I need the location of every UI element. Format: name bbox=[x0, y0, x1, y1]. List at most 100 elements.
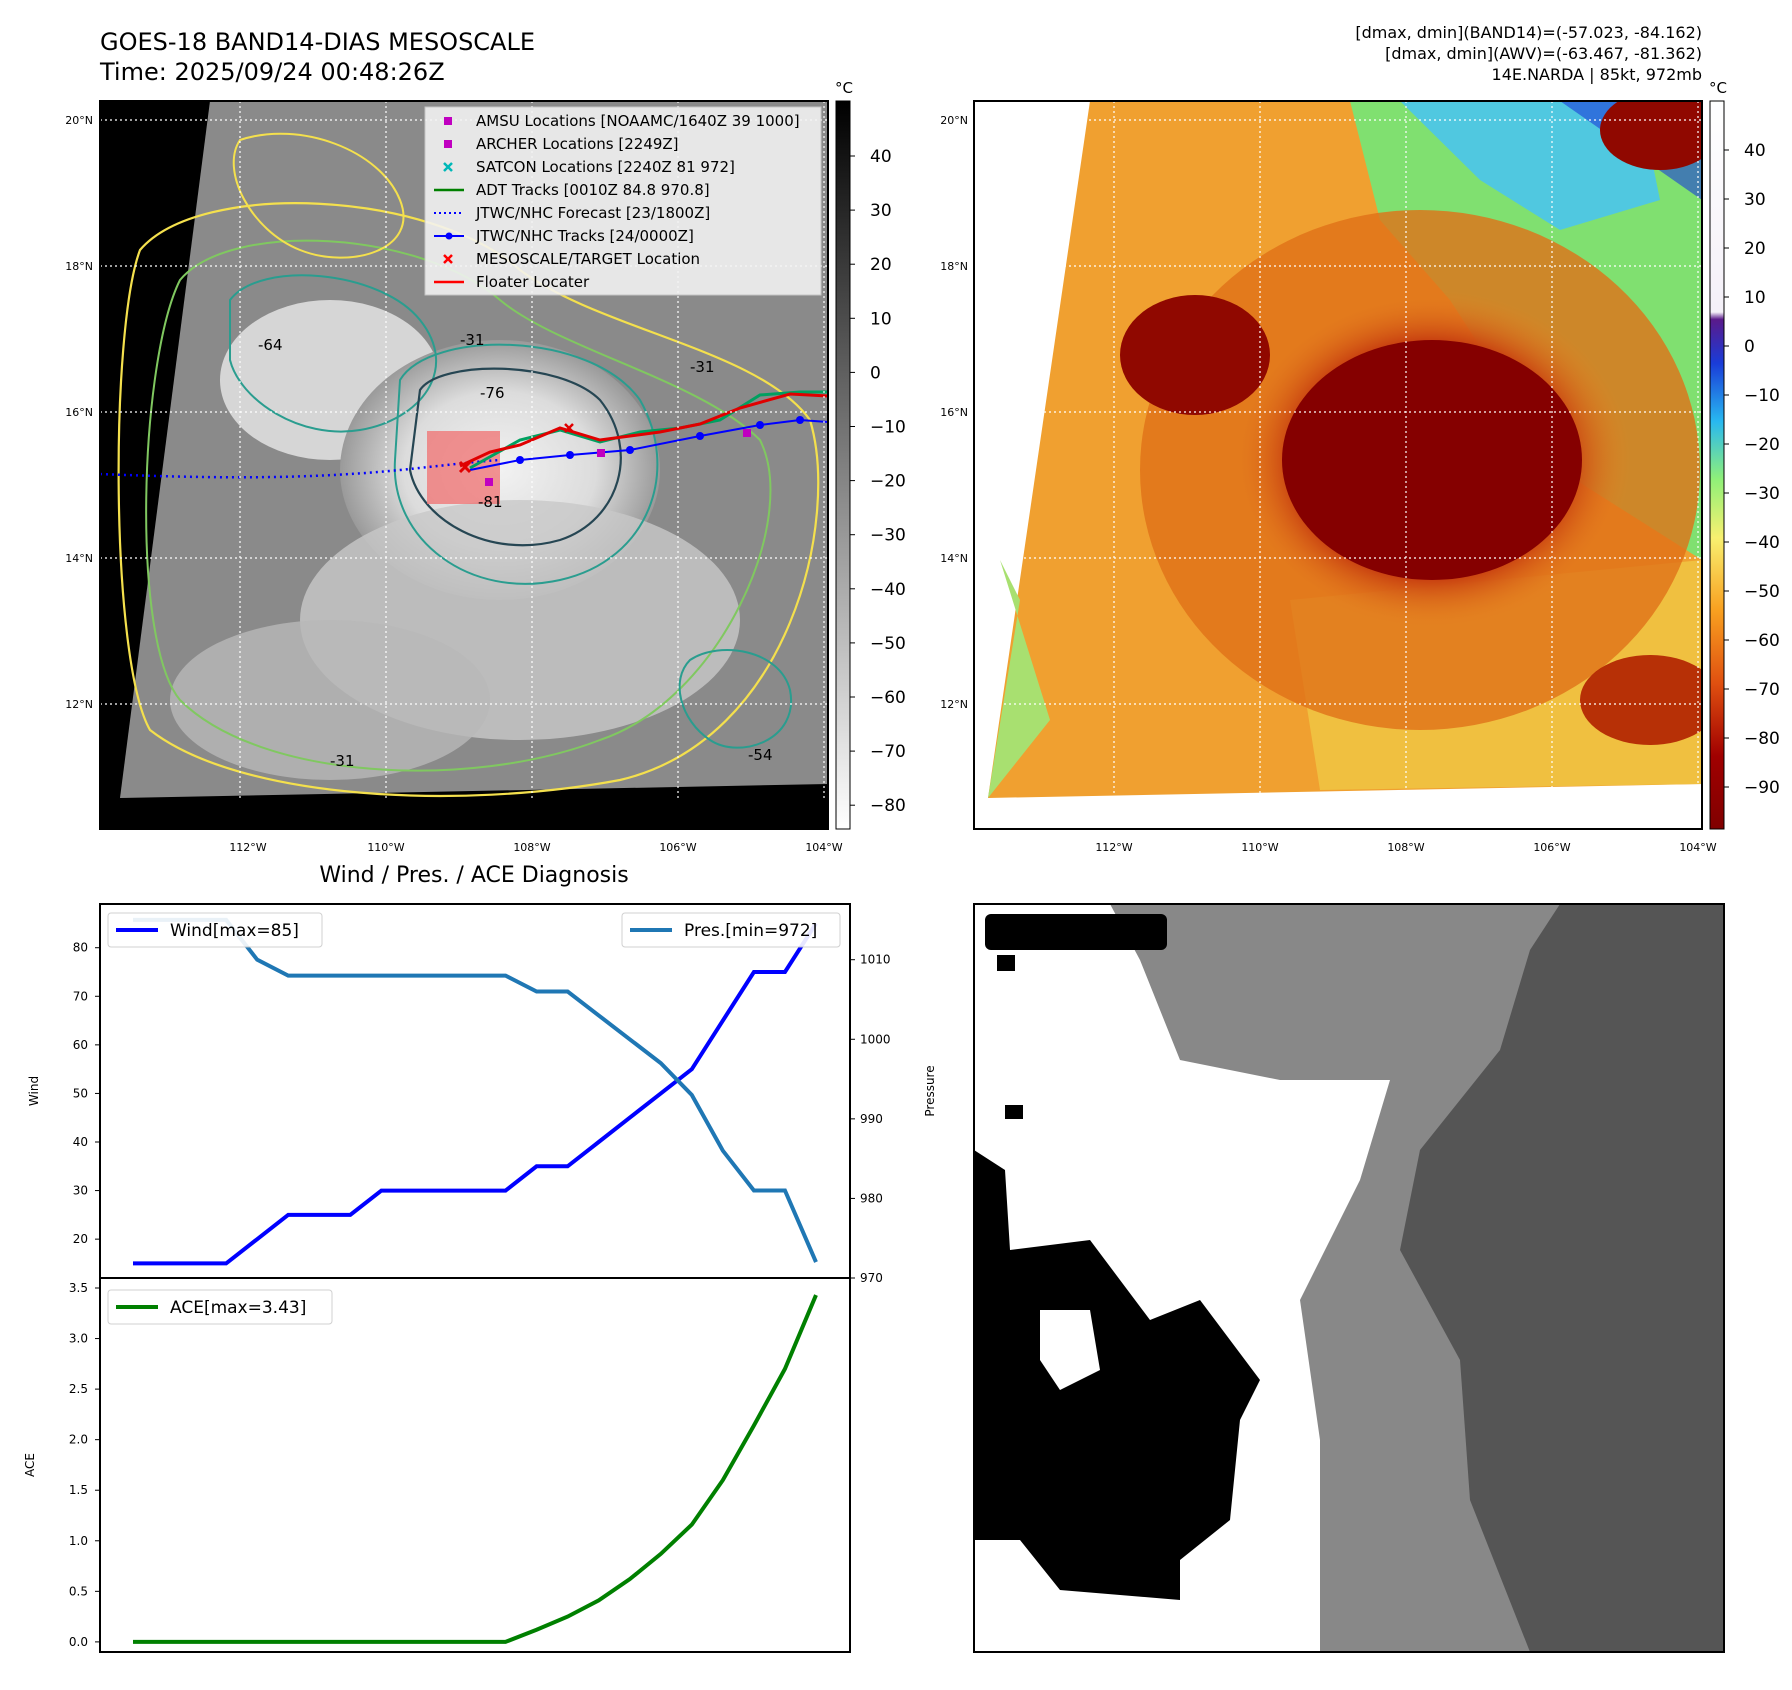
colorbar-tick-label: −60 bbox=[870, 688, 906, 708]
awv-colorbar-unit: °C bbox=[1709, 79, 1727, 97]
lat-tick-label: 18°N bbox=[65, 260, 93, 273]
pressure-tick-label: 1010 bbox=[860, 953, 891, 967]
lon-tick-label: 108°W bbox=[1387, 841, 1424, 854]
wind-tick-label: 80 bbox=[73, 941, 88, 955]
legend-marker bbox=[443, 162, 453, 172]
wind-tick-label: 50 bbox=[73, 1086, 88, 1100]
ace-series-line bbox=[133, 1294, 818, 1644]
ace-legend-box bbox=[107, 1289, 333, 1325]
pressure-legend-box bbox=[621, 912, 841, 948]
wind-tick-label: 40 bbox=[73, 1135, 88, 1149]
lon-tick-label: 112°W bbox=[229, 841, 266, 854]
lat-tick-label: 12°N bbox=[940, 698, 968, 711]
colorbar-tick-label: −80 bbox=[1744, 729, 1780, 749]
contour-label: -54 bbox=[748, 746, 773, 764]
copyright-text: Copyright © 2020-2025 Dapiya bbox=[103, 807, 382, 826]
legend-label: AMSU Locations [NOAAMC/1640Z 39 1000] bbox=[476, 112, 800, 130]
legend-marker bbox=[445, 232, 453, 240]
colorbar-tick-label: −40 bbox=[1744, 533, 1780, 553]
lon-tick-label: 110°W bbox=[367, 841, 404, 854]
ace-axis-label: ACE bbox=[23, 1453, 37, 1477]
legend-label: ADT Tracks [0010Z 84.8 970.8] bbox=[476, 181, 710, 199]
pressure-legend-label: Pres.[min=972] bbox=[684, 921, 817, 941]
ir-colorbar-unit: °C bbox=[835, 79, 853, 97]
wmg-dark-region bbox=[1400, 904, 1724, 1652]
floater-track bbox=[459, 392, 828, 468]
wind-legend-box bbox=[107, 912, 323, 948]
awv-gridlines bbox=[974, 101, 1702, 829]
ace-tick-label: 0.0 bbox=[69, 1635, 88, 1649]
colorbar-tick-label: −60 bbox=[1744, 631, 1780, 651]
legend-item: Floater Locater bbox=[434, 273, 590, 291]
colorbar-tick-label: 0 bbox=[870, 363, 881, 383]
diagnosis-title: Wind / Pres. / ACE Diagnosis bbox=[319, 863, 628, 888]
info-band14: [dmax, dmin](BAND14)=(-57.023, -84.162) bbox=[1355, 23, 1702, 42]
ace-tick-label: 1.0 bbox=[69, 1534, 88, 1548]
pressure-series-line bbox=[133, 917, 818, 1263]
legend-label: SATCON Locations [2240Z 81 972] bbox=[476, 158, 735, 176]
pressure-tick-label: 980 bbox=[860, 1191, 883, 1205]
colorbar-tick-label: −50 bbox=[870, 634, 906, 654]
colorbar-tick-label: 40 bbox=[870, 147, 892, 167]
legend-marker bbox=[444, 117, 452, 125]
lon-tick-label: 108°W bbox=[513, 841, 550, 854]
lon-tick-label: 106°W bbox=[659, 841, 696, 854]
awv-colorbar: °C 40 30 20 10 0 −10 −20 −30 −40 −50 −60 −70 −80 −90 bbox=[1709, 79, 1780, 830]
legend-item: SATCON Locations [2240Z 81 972] bbox=[443, 158, 735, 176]
diagnosis-chart: 20 30 40 50 60 70 80 970 980 990 1000 1010 Wind Press… bbox=[23, 903, 937, 1653]
lat-tick-label: 18°N bbox=[940, 260, 968, 273]
wind-series-line bbox=[133, 922, 818, 1266]
ace-tick-label: 2.5 bbox=[69, 1382, 88, 1396]
colorbar-tick-label: −40 bbox=[870, 580, 906, 600]
lat-tick-label: 20°N bbox=[65, 114, 93, 127]
info-awv: [dmax, dmin](AWV)=(-63.467, -81.362) bbox=[1385, 44, 1702, 63]
colorbar-tick-label: −70 bbox=[1744, 680, 1780, 700]
forecast-track bbox=[100, 458, 501, 479]
map-tick-labels: 20°N 20°N 18°N 18°N 16°N 16°N 14°N 14°N 12°N 12°N… bbox=[65, 114, 1717, 854]
contour-label: -81 bbox=[478, 493, 503, 511]
legend-label: MESOSCALE/TARGET Location bbox=[476, 250, 700, 268]
ace-frame bbox=[99, 1277, 851, 1653]
lon-tick-label: 112°W bbox=[1095, 841, 1132, 854]
wind-axis-label: Wind bbox=[27, 1076, 41, 1106]
contour-label: -31 bbox=[330, 752, 355, 770]
lat-tick-label: 14°N bbox=[65, 552, 93, 565]
pressure-axis-label: Pressure bbox=[923, 1065, 937, 1116]
legend-item: ARCHER Locations [2249Z] bbox=[444, 135, 679, 153]
ace-tick-label: 3.5 bbox=[69, 1281, 88, 1295]
colorbar-tick-label: −30 bbox=[870, 526, 906, 546]
colorbar-tick-label: −20 bbox=[1744, 435, 1780, 455]
legend-item: JTWC/NHC Tracks [24/0000Z] bbox=[434, 227, 694, 245]
lat-tick-label: 12°N bbox=[65, 698, 93, 711]
wmg-count-text: WMG Count: 0 bbox=[994, 921, 1155, 945]
ir-map-panel: -64 -76 -31 -81 -31 -54 -31 AMSU Locations [NO… bbox=[99, 100, 829, 830]
pressure-tick-label: 970 bbox=[860, 1271, 883, 1285]
lon-tick-label: 106°W bbox=[1533, 841, 1570, 854]
lon-tick-label: 104°W bbox=[1679, 841, 1716, 854]
info-storm: 14E.NARDA | 85kt, 972mb bbox=[1492, 65, 1702, 84]
pressure-tick-label: 1000 bbox=[860, 1032, 891, 1046]
jtwc-track bbox=[469, 418, 828, 471]
colorbar-tick-label: −10 bbox=[1744, 386, 1780, 406]
colorbar-tick-label: 30 bbox=[1744, 190, 1766, 210]
colorbar-tick-label: −20 bbox=[870, 472, 906, 492]
wmg-black-region bbox=[974, 1150, 1260, 1600]
wind-tick-label: 60 bbox=[73, 1038, 88, 1052]
legend-item: JTWC/NHC Forecast [23/1800Z] bbox=[434, 204, 710, 222]
contour-label: -64 bbox=[258, 336, 283, 354]
ace-tick-label: 1.5 bbox=[69, 1483, 88, 1497]
legend-label: JTWC/NHC Forecast [23/1800Z] bbox=[475, 204, 710, 222]
colorbar-tick-label: −80 bbox=[870, 796, 906, 816]
legend-item: MESOSCALE/TARGET Location bbox=[443, 250, 700, 268]
colorbar-tick-label: 20 bbox=[1744, 239, 1766, 259]
legend-item: ADT Tracks [0010Z 84.8 970.8] bbox=[434, 181, 710, 199]
wmg-panel: WMG Count: 0 bbox=[973, 903, 1725, 1653]
contour-label: -31 bbox=[690, 358, 715, 376]
legend-label: JTWC/NHC Tracks [24/0000Z] bbox=[475, 227, 694, 245]
wind-tick-label: 70 bbox=[73, 989, 88, 1003]
colorbar-tick-label: 30 bbox=[870, 201, 892, 221]
colorbar-tick-label: 0 bbox=[1744, 337, 1755, 357]
pressure-tick-label: 990 bbox=[860, 1112, 883, 1126]
colorbar-tick-label: 40 bbox=[1744, 141, 1766, 161]
